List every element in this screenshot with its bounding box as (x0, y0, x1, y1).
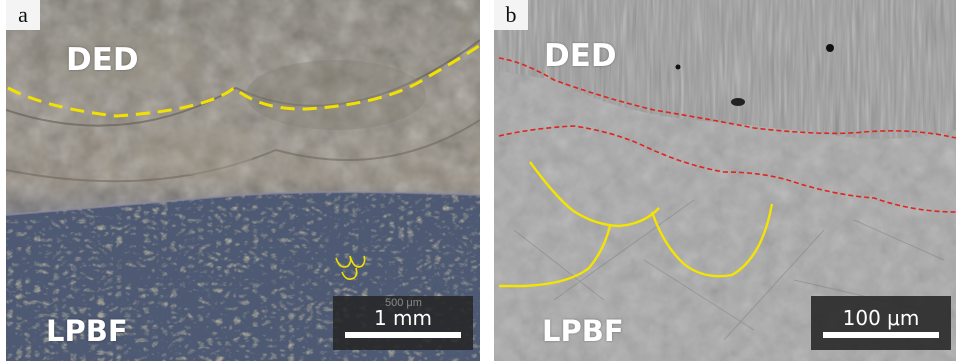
panel-letter-b: b (494, 0, 528, 30)
scale-bar-label: 100 μm (842, 306, 920, 330)
lpbf-region-label: LPBF (46, 314, 128, 348)
optical-micrograph-image (6, 0, 480, 361)
melt-pool-trace-icon (335, 255, 366, 280)
scale-bar-a: 500 μm 1 mm (333, 296, 473, 350)
scale-bar-b: 100 μm (811, 296, 951, 350)
scale-bar-label: 1 mm (373, 306, 433, 330)
lower-boundary-red-line (498, 125, 956, 213)
ded-region-label: DED (544, 38, 617, 74)
lpbf-region-label: LPBF (542, 314, 624, 348)
scale-bar-line (345, 332, 461, 338)
melt-pool-yellow-lines (499, 161, 774, 288)
sem-micrograph-image (494, 0, 956, 361)
ded-region-label: DED (66, 42, 139, 78)
micrograph-panel-b: b DED LPBF 100 μm (494, 0, 956, 361)
scale-bar-line (823, 332, 939, 338)
panel-letter-a: a (6, 0, 40, 30)
pore-dot (675, 64, 681, 70)
pore-dot (731, 98, 745, 106)
micrograph-panel-a: a DED LPBF 500 μm 1 mm (6, 0, 480, 361)
upper-boundary-red-line (498, 57, 956, 139)
ded-boundary-dashed-line (7, 43, 480, 118)
pore-dot (826, 44, 834, 52)
faint-scale-text: 500 μm (385, 297, 422, 309)
